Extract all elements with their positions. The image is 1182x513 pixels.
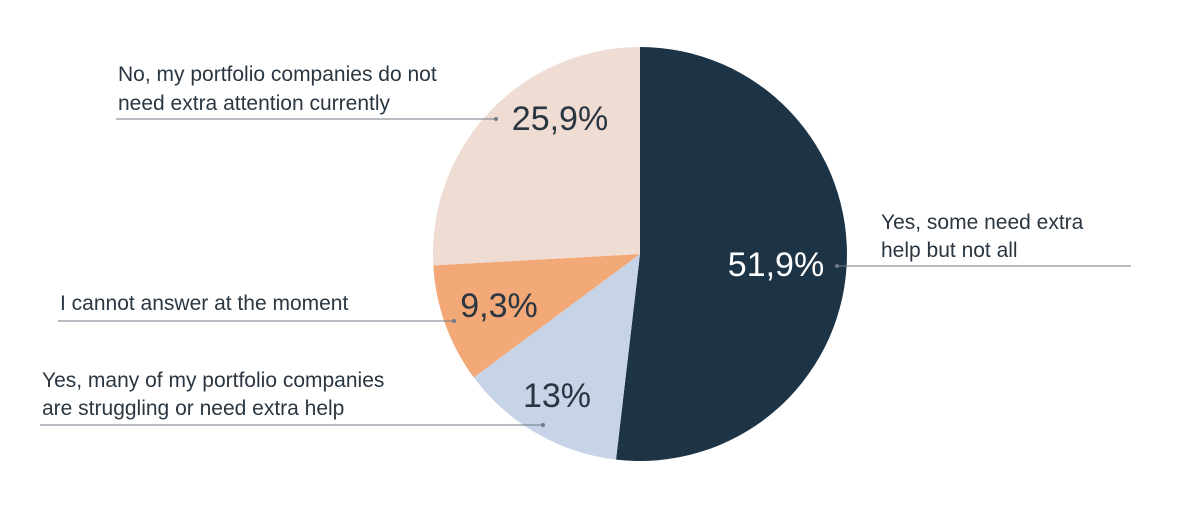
pie-slice-3 xyxy=(433,254,640,378)
pie-slice-1 xyxy=(616,47,847,461)
pie-slice-4 xyxy=(432,47,640,266)
legend-text-4-line-1: No, my portfolio companies do not xyxy=(118,63,437,86)
legend-annotations: Yes, some need extra help but not all Yes,… xyxy=(40,63,1131,427)
leader-dot-3 xyxy=(452,319,456,323)
slice-value-label-3: 9,3% xyxy=(460,287,538,325)
legend-text-2-line-1: Yes, many of my portfolio companies xyxy=(42,369,384,392)
legend-text-4-line-2: need extra attention currently xyxy=(118,92,390,115)
leader-dot-1 xyxy=(835,264,839,268)
slice-value-label-2: 13% xyxy=(523,377,591,415)
slice-value-label-1: 51,9% xyxy=(728,246,824,284)
legend-text-3-line-1: I cannot answer at the moment xyxy=(60,292,348,315)
pie-slice-2 xyxy=(473,254,640,460)
slice-labels: 51,9% 13% 9,3% 25,9% xyxy=(460,100,824,415)
pie-slices xyxy=(432,47,847,461)
legend-text-1-line-1: Yes, some need extra xyxy=(881,211,1084,234)
legend-text-2-line-2: are struggling or need extra help xyxy=(42,397,344,420)
legend-text-1-line-2: help but not all xyxy=(881,239,1018,262)
leader-dot-4 xyxy=(494,117,498,121)
slice-value-label-4: 25,9% xyxy=(512,100,608,138)
leader-dot-2 xyxy=(541,423,545,427)
